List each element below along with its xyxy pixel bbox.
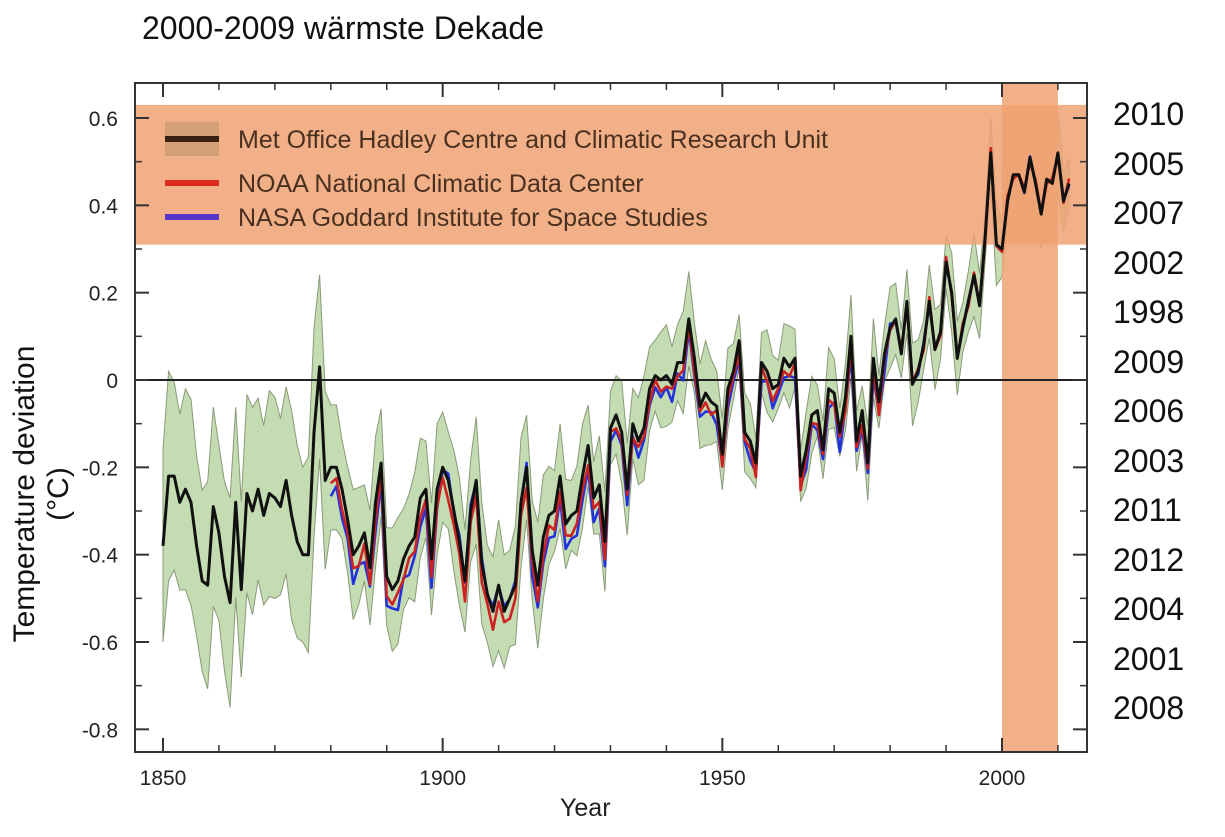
ranking-year: 2002	[1113, 244, 1185, 281]
highlight-layer	[135, 83, 1087, 752]
ranking-year: 2008	[1113, 690, 1185, 726]
ranking-year: 1998	[1113, 294, 1185, 330]
legend: Met Office Hadley Centre and Climatic Re…	[165, 122, 828, 232]
chart-title: 2000-2009 wärmste Dekade	[142, 10, 545, 46]
ranking-year: 2011	[1113, 492, 1182, 528]
y-tick-label: 0.2	[89, 283, 118, 306]
x-tick-label: 1850	[140, 767, 187, 790]
ranking-year: 2007	[1113, 195, 1185, 231]
series-layer	[161, 146, 1071, 631]
ranking-year: 2006	[1113, 393, 1185, 429]
ranking-year: 2010	[1113, 96, 1185, 132]
series-line-noaa	[329, 146, 1071, 631]
y-tick-label: 0.4	[89, 195, 119, 218]
legend-label: Met Office Hadley Centre and Climatic Re…	[238, 126, 828, 154]
y-tick-label: -0.6	[82, 632, 118, 655]
y-tick-label: -0.8	[82, 719, 118, 742]
ranking-year: 2005	[1113, 145, 1185, 182]
tick-layer: 0.6 0.4 0.2 0 -0.2 -0.4 -0.6 -0.8 1850 1900 1950 20…	[82, 83, 1087, 790]
warmest-years-ranking: 2010 2005 2007 2002 1998 2009 2006 2003 …	[1113, 90, 1223, 734]
y-axis-label: Temperature deviation (°C)	[8, 345, 75, 643]
ranking-year: 2012	[1113, 541, 1185, 578]
ranking-year: 2009	[1113, 343, 1185, 380]
warmest-decade-band	[1002, 83, 1058, 752]
legend-label: NOAA National Climatic Data Center	[238, 170, 644, 198]
x-tick-label: 1950	[699, 767, 746, 790]
warm-range-band	[135, 104, 1087, 245]
y-tick-label: 0	[106, 370, 118, 393]
legend-label: NASA Goddard Institute for Space Studies	[238, 204, 708, 232]
series-line-hadley	[161, 151, 1071, 613]
x-tick-label: 1900	[419, 767, 466, 790]
y-tick-label: -0.4	[82, 545, 119, 568]
x-tick-label: 2000	[979, 767, 1026, 790]
y-tick-label: 0.6	[89, 108, 118, 131]
ranking-year: 2003	[1113, 442, 1185, 479]
ranking-year: 2001	[1113, 640, 1185, 677]
ranking-year: 2004	[1113, 591, 1185, 627]
x-axis-label: Year	[560, 794, 611, 822]
y-tick-label: -0.2	[82, 457, 118, 480]
